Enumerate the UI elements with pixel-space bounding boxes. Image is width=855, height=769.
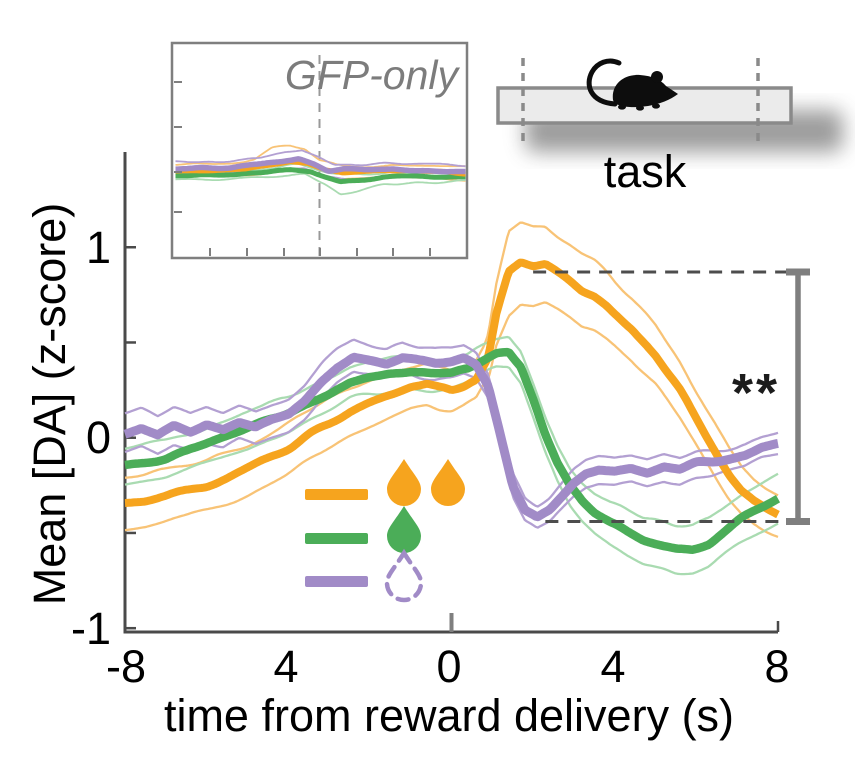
inset-purple-band-hi — [175, 149, 466, 168]
inset-orange-band-hi — [175, 144, 466, 169]
reward-omission-band-upper — [124, 338, 779, 508]
reward-omission-line-swatch — [305, 576, 368, 587]
legend — [305, 459, 465, 603]
x-tick-label-neg8: -8 — [105, 641, 146, 692]
x-tick-label-0: 0 — [436, 641, 462, 692]
single-reward-droplet-icon-0 — [387, 506, 421, 553]
significance-bracket — [786, 268, 810, 526]
double-reward-band-lower — [124, 301, 779, 538]
task-label: task — [603, 146, 687, 197]
double-reward-mean-trace — [123, 258, 780, 519]
inset-purple-mean — [174, 156, 467, 175]
x-axis-title: time from reward delivery (s) — [163, 690, 735, 741]
reward-omission-band-lower — [124, 370, 779, 529]
legend-row-single-reward — [305, 506, 421, 553]
legend-row-reward-omission — [305, 548, 424, 603]
y-tick-label-neg1: -1 — [70, 603, 111, 654]
double-reward-droplet-icon-1 — [431, 459, 465, 506]
y-axis-title: Mean [DA] (z-score) — [24, 202, 75, 606]
y-tick-label-0: 0 — [85, 412, 111, 463]
reward-omission-mean-trace — [122, 352, 781, 522]
x-tick-label-8: 8 — [764, 641, 790, 692]
significance-stars: ** — [731, 363, 781, 423]
legend-row-double-reward — [305, 459, 465, 506]
single-reward-mean-trace — [122, 347, 781, 554]
inset-frame — [170, 41, 469, 260]
double-reward-droplet-icon-0 — [387, 459, 421, 506]
y-tick-label-1: 1 — [85, 222, 111, 273]
mouse-icon — [586, 58, 678, 111]
x-tick-label-4: 4 — [600, 641, 626, 692]
task-illustration — [496, 58, 843, 152]
single-reward-line-swatch — [305, 533, 368, 544]
x-tick-label-neg4: 4 — [273, 641, 299, 692]
inset-title: GFP-only — [284, 52, 458, 98]
reference-lines — [533, 270, 789, 524]
mean-traces — [122, 258, 781, 554]
gfp-inset-plot — [170, 41, 469, 260]
inset-green-mean — [175, 167, 467, 185]
double-reward-line-swatch — [305, 489, 368, 500]
reward-omission-droplet-icon-0 — [384, 548, 424, 603]
inset-green-band-lo — [175, 172, 466, 196]
